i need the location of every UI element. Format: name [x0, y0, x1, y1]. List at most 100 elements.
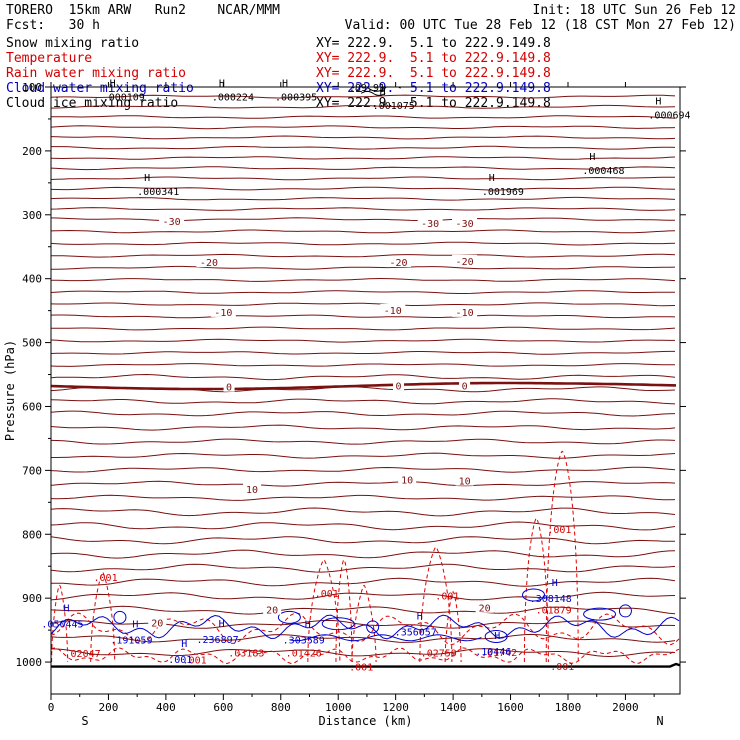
temperature-contour [51, 241, 676, 246]
x-axis-title: Distance (km) [319, 714, 413, 728]
temperature-contour [51, 577, 676, 587]
temperature-contour [51, 115, 676, 119]
rain-contour [419, 546, 453, 663]
plot-interior [51, 87, 680, 668]
rain-contour [523, 517, 549, 663]
legend-temperature: Temperature [6, 51, 93, 66]
temperature-contour-label: 10 [246, 485, 258, 496]
temperature-contour-label: -10 [214, 308, 232, 319]
rain-contour-label: .001 [349, 663, 373, 674]
temperature-contour [51, 521, 676, 531]
rain-contour [307, 559, 341, 663]
y-tick-label: 500 [22, 337, 42, 350]
temperature-contour [51, 549, 676, 559]
north-end-label: N [656, 714, 663, 728]
temperature-contour [51, 591, 676, 601]
label-bg [475, 601, 494, 613]
temperature-contour-label: -30 [421, 219, 439, 230]
label-bg [452, 217, 478, 229]
temperature-contour-label: 20 [266, 606, 278, 617]
south-end-label: S [81, 714, 88, 728]
temperature-contour [51, 265, 676, 270]
cloud-water-contour [113, 610, 127, 624]
y-tick-label: 800 [22, 528, 42, 541]
temperature-contour [51, 438, 676, 445]
x-tick-label: 1200 [382, 701, 409, 714]
x-tick-label: 1800 [555, 701, 582, 714]
snow-max-marker: H [655, 96, 661, 107]
rain-contour [51, 647, 680, 665]
x-tick-label: 200 [99, 701, 119, 714]
temperature-contour [51, 277, 676, 282]
cloud-water-contour [51, 614, 680, 640]
temperature-contour [51, 373, 676, 381]
x-tick-label: 1600 [497, 701, 524, 714]
temperature-contour-label: -20 [456, 257, 474, 268]
temperature-contour [51, 410, 676, 417]
temperature-contour [51, 338, 675, 343]
freezing-level-contour [51, 381, 677, 391]
x-tick-label: 1000 [325, 701, 352, 714]
cloud-water-label: .050445 [41, 620, 83, 631]
temperature-contour [51, 363, 676, 367]
snow-max-label: .000468 [582, 166, 624, 177]
legend-cloud-ice: Cloud ice mixing ratio [6, 96, 179, 111]
label-bg [196, 256, 222, 268]
label-bg [210, 305, 236, 317]
temperature-contour [51, 302, 676, 307]
snow-max-label: .000109 [103, 93, 145, 104]
temperature-contour [51, 494, 676, 501]
forecast-hour: Fcst: 30 h [6, 18, 100, 33]
temperature-contour [51, 648, 676, 658]
label-bg [417, 217, 443, 229]
rain-contour [545, 450, 579, 663]
legend-temperature-xy: XY= 222.9. 5.1 to 222.9.149.8 [316, 51, 551, 66]
cloud-water-max-marker: H [219, 619, 225, 630]
contour-labels [148, 215, 494, 628]
label-bg [398, 473, 417, 485]
legend-snow-xy: XY= 222.9. 5.1 to 222.9.149.8 [316, 36, 551, 51]
temperature-contour [51, 196, 676, 201]
temperature-contour-label: -10 [456, 308, 474, 319]
temperature-contour-label: 20 [479, 604, 491, 615]
rain-contour-label: .001 [547, 525, 571, 536]
cloud-water-label: .356057 [395, 627, 437, 638]
cloud-water-max-marker: H [181, 639, 187, 650]
legend-rain-xy: XY= 222.9. 5.1 to 222.9.149.8 [316, 66, 551, 81]
cloud-water-label: .191059 [110, 636, 152, 647]
label-bg [380, 303, 406, 315]
cloud-water-max-marker: H [63, 604, 69, 615]
rain-contour-label: .001 [94, 573, 118, 584]
rain-contour-label: .02047 [65, 649, 101, 660]
label-bg [263, 603, 282, 615]
temperature-contour [51, 125, 676, 130]
temperature-contour [51, 507, 676, 517]
rain-contour [335, 559, 353, 663]
cloud-water-max-marker: H [305, 620, 311, 631]
temperature-contour [51, 398, 676, 405]
temperature-contour-label: 0 [226, 383, 232, 394]
temperature-contour [51, 156, 676, 160]
rain-contour [51, 612, 680, 646]
cloud-ice-label: .89.91 [349, 83, 385, 94]
temperature-contour-label: -20 [389, 258, 407, 269]
cloud-water-max-marker: H [552, 578, 558, 589]
temperature-contour [51, 104, 676, 109]
snow-max-marker: H [282, 79, 288, 90]
temperature-contour [51, 145, 676, 150]
y-tick-label: 100 [22, 81, 42, 94]
temperature-contour-label: 10 [401, 475, 413, 486]
x-tick-label: 800 [271, 701, 291, 714]
y-tick-label: 400 [22, 273, 42, 286]
label-bg [223, 380, 235, 392]
cloud-water-max-marker: H [417, 611, 423, 622]
temperature-contour [51, 326, 676, 331]
label-bg [148, 616, 167, 628]
temperature-contour [51, 536, 676, 545]
snow-max-marker: H [589, 152, 595, 163]
cloud-water-contour [618, 604, 632, 618]
temperature-contour [51, 452, 676, 459]
label-bg [243, 482, 262, 494]
model-title: TORERO 15km ARW Run2 NCAR/MMM [6, 3, 280, 18]
